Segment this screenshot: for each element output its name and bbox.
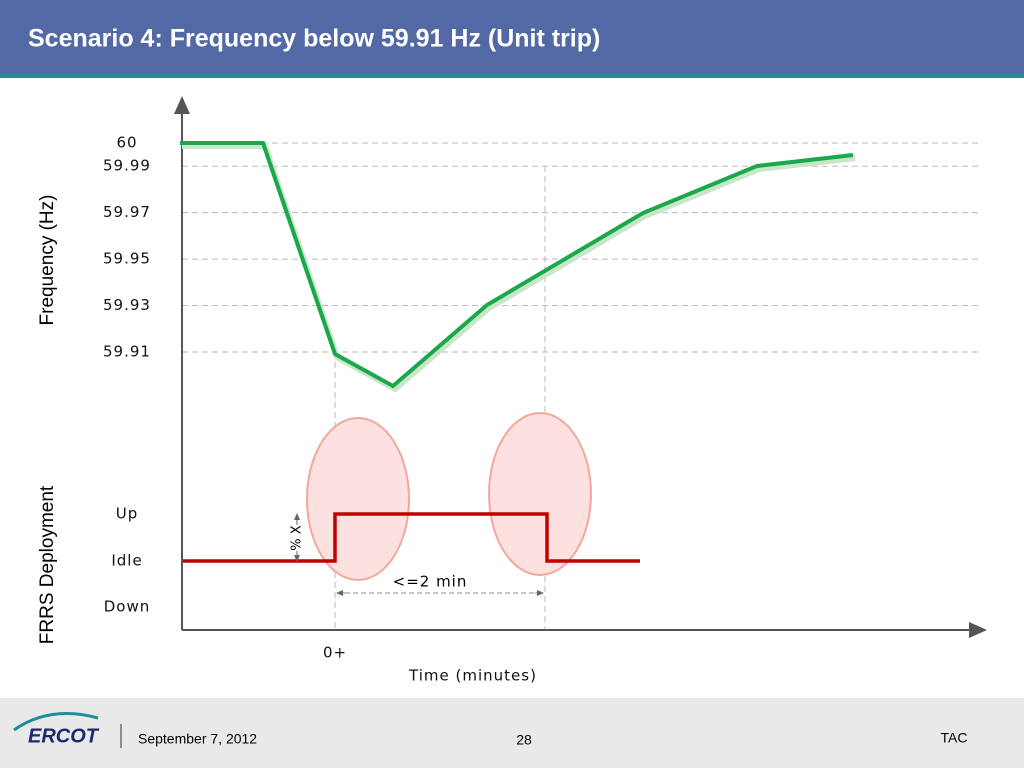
header-stripe bbox=[0, 73, 1024, 78]
annotation: % X bbox=[290, 525, 305, 550]
highlight-ellipse bbox=[306, 417, 410, 581]
level-label: Idle bbox=[111, 552, 142, 570]
annotation: <=2 min bbox=[393, 573, 468, 591]
footer-right: TAC bbox=[941, 730, 968, 746]
y-tick-label: 59.91 bbox=[103, 343, 151, 361]
level-label: Up bbox=[116, 505, 139, 523]
page-number: 28 bbox=[516, 732, 532, 748]
frequency-curve bbox=[180, 141, 854, 389]
deployment-step bbox=[183, 512, 640, 563]
y-tick-label: 59.93 bbox=[103, 296, 151, 314]
footer-date: September 7, 2012 bbox=[138, 731, 257, 747]
level-labels: Up Idle Down bbox=[104, 505, 151, 616]
level-label: Down bbox=[104, 598, 151, 616]
y-tick-label: 59.97 bbox=[103, 203, 151, 221]
x-axis-title: Time (minutes) bbox=[408, 667, 537, 685]
slide-title: Scenario 4: Frequency below 59.91 Hz (Un… bbox=[28, 25, 600, 53]
y-tick-label: 60 bbox=[116, 134, 137, 152]
y-axis-title: Frequency (Hz) bbox=[37, 195, 58, 326]
panel-title: FRRS Deployment bbox=[37, 485, 58, 644]
footer-band bbox=[0, 698, 1024, 768]
x-tick-label: 0+ bbox=[323, 644, 347, 662]
highlight-ellipse bbox=[488, 412, 592, 576]
grid: 60 59.99 59.97 59.95 59.93 59.91 bbox=[103, 134, 980, 361]
logo-swoosh bbox=[13, 712, 99, 732]
header-band bbox=[0, 0, 1024, 73]
y-tick-label: 59.95 bbox=[103, 250, 151, 268]
logo: ERCOT bbox=[28, 725, 100, 747]
y-tick-label: 59.99 bbox=[103, 157, 151, 175]
